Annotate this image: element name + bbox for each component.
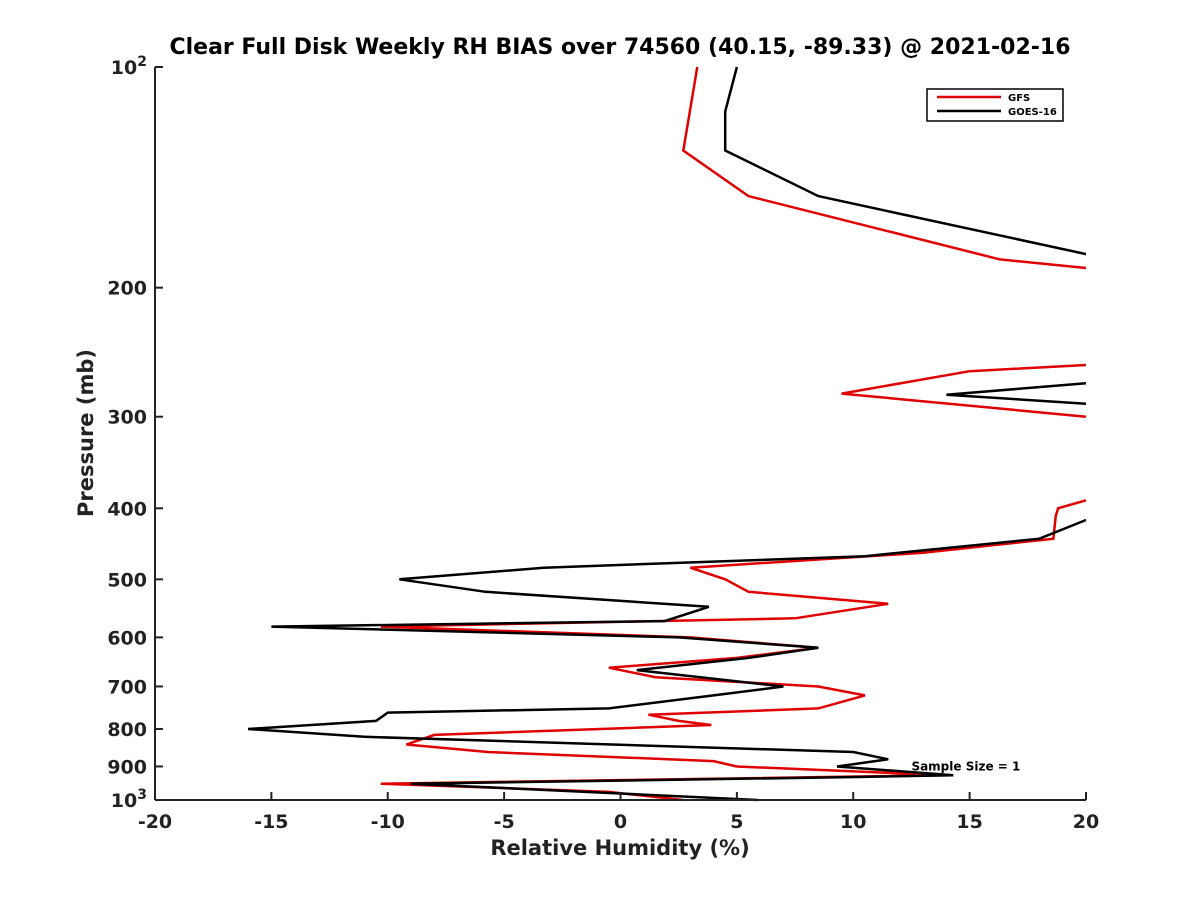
plot-area-frame: [155, 67, 1086, 800]
y-tick-label: 102: [111, 54, 147, 79]
y-tick-label: 900: [107, 756, 147, 778]
x-tick-label: 20: [1073, 811, 1099, 833]
x-tick-label: -10: [371, 811, 405, 833]
y-tick-label: 800: [107, 719, 147, 741]
x-axis-label: Relative Humidity (%): [490, 836, 749, 860]
y-tick-label: 200: [107, 278, 147, 300]
series-line-goes-16-0: [723, 66, 1087, 256]
series-line-gfs-0: [681, 66, 1087, 270]
x-tick-label: 10: [840, 811, 866, 833]
series-line-goes-16-1: [946, 381, 1087, 405]
y-tick-label: 700: [107, 676, 147, 698]
sample-size-annotation: Sample Size = 1: [911, 759, 1020, 773]
x-tick-label: 15: [956, 811, 982, 833]
legend-label-goes-16: GOES-16: [1008, 107, 1057, 118]
y-tick-label: 500: [107, 569, 147, 591]
y-tick-label: 600: [107, 627, 147, 649]
y-tick-label: 300: [107, 407, 147, 429]
legend-label-gfs: GFS: [1008, 93, 1030, 104]
x-tick-label: 0: [614, 811, 627, 833]
x-tick-label: 5: [730, 811, 743, 833]
y-axis-ticks: 102 200 300 400 500 600 700 800 900 103: [107, 54, 163, 812]
x-tick-label: -5: [494, 811, 515, 833]
series-line-gfs-1: [841, 363, 1087, 418]
x-axis-ticks: -20 -15 -10 -5 0 5 10 15 20: [138, 792, 1099, 833]
legend: GFS GOES-16: [926, 88, 1064, 122]
series-line-goes-16-2: [248, 518, 1087, 802]
y-tick-label: 400: [107, 498, 147, 520]
legend-box: [926, 88, 1064, 122]
series-lines: [248, 66, 1087, 802]
x-tick-label: -15: [254, 811, 288, 833]
chart-title: Clear Full Disk Weekly RH BIAS over 7456…: [169, 35, 1070, 60]
y-axis-label: Pressure (mb): [74, 349, 98, 517]
y-tick-label: 103: [111, 787, 147, 812]
series-line-gfs-2: [380, 499, 1087, 802]
x-tick-label: -20: [138, 811, 172, 833]
